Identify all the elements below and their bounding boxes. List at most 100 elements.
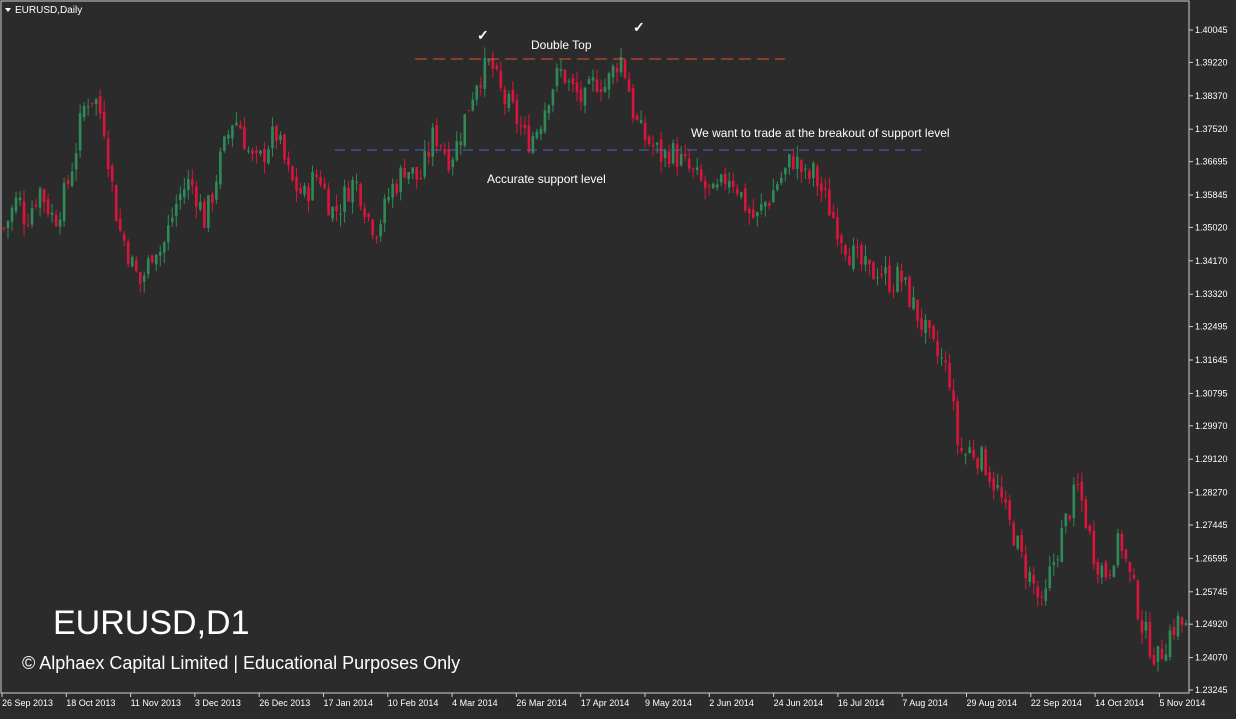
candle-body <box>387 197 390 201</box>
candle-body <box>1060 528 1064 562</box>
candle-body <box>559 69 563 71</box>
time-tick-label: 10 Feb 2014 <box>388 698 439 708</box>
time-tick-label: 24 Jun 2014 <box>774 698 824 708</box>
candle-body <box>603 86 607 92</box>
candle-body <box>976 458 979 469</box>
candle-body <box>747 208 751 214</box>
breakout-label: We want to trade at the breakout of supp… <box>691 126 950 140</box>
candle-body <box>94 99 98 104</box>
candle-body <box>74 153 78 170</box>
candle-body <box>447 149 451 171</box>
candle-body <box>880 274 883 276</box>
time-tick-label: 26 Mar 2014 <box>516 698 567 708</box>
candle-body <box>435 125 439 147</box>
candle-body <box>551 89 555 106</box>
time-tick-label: 16 Jul 2014 <box>838 698 885 708</box>
candle-body <box>479 85 483 88</box>
candle-body <box>1100 565 1104 578</box>
candle-body <box>796 156 799 169</box>
candle-body <box>363 208 366 217</box>
candle-body <box>928 320 931 329</box>
candle-body <box>439 145 443 147</box>
price-tick-label: 1.40045 <box>1195 25 1228 35</box>
candle-body <box>691 168 695 170</box>
candle-body <box>519 125 523 127</box>
candle-body <box>731 180 735 187</box>
candle-body <box>199 201 202 210</box>
candle-body <box>247 150 250 152</box>
candle-body <box>10 208 14 222</box>
candle-body <box>816 166 819 186</box>
candle-body <box>491 58 495 69</box>
candle-body <box>183 189 186 198</box>
candle-body <box>884 267 887 274</box>
candle-body <box>271 126 274 149</box>
price-tick-label: 1.38370 <box>1195 91 1228 101</box>
candle-body <box>804 168 807 170</box>
candle-body <box>1068 515 1072 519</box>
candle-body <box>844 245 847 256</box>
candle-body <box>772 190 775 203</box>
candle-body <box>1012 522 1016 546</box>
candle-body <box>195 186 198 207</box>
symbol-watermark: EURUSD,D1 <box>53 604 249 642</box>
candle-body <box>403 167 406 178</box>
candle-body <box>38 188 42 208</box>
candle-body <box>323 183 326 189</box>
candle-body <box>852 245 855 269</box>
price-tick-label: 1.29120 <box>1195 454 1228 464</box>
candle-body <box>114 185 118 222</box>
check-mark-icon: ✓ <box>477 27 489 43</box>
candle-body <box>98 96 102 114</box>
candle-body <box>1048 566 1052 589</box>
candle-body <box>70 171 74 187</box>
candle-body <box>419 177 423 180</box>
candle-body <box>263 148 266 162</box>
candle-body <box>860 244 863 265</box>
chart-menu-icon[interactable] <box>5 8 11 12</box>
candle-body <box>146 258 150 275</box>
candle-body <box>735 188 739 194</box>
candle-body <box>784 168 787 175</box>
candle-body <box>647 136 651 145</box>
candle-body <box>751 209 755 218</box>
candle-body <box>423 151 427 177</box>
candle-body <box>174 203 178 217</box>
candle-body <box>767 203 771 206</box>
candle-body <box>122 234 126 241</box>
candle-body <box>1176 615 1180 637</box>
candle-body <box>792 156 795 169</box>
candle-body <box>110 166 114 182</box>
candle-body <box>743 188 747 211</box>
candle-body <box>18 197 22 201</box>
candle-body <box>683 154 687 157</box>
candle-body <box>924 319 927 334</box>
candle-body <box>960 447 963 451</box>
time-tick-label: 26 Dec 2013 <box>259 698 310 708</box>
candle-body <box>663 150 667 159</box>
candle-body <box>655 142 659 145</box>
candle-body <box>130 257 134 267</box>
candle-body <box>667 151 671 164</box>
candle-body <box>299 188 302 194</box>
candle-body <box>331 207 334 219</box>
candle-body <box>1128 562 1132 572</box>
support-level-label: Accurate support level <box>487 172 606 186</box>
candle-body <box>980 446 983 471</box>
candle-body <box>42 189 46 203</box>
candle-body <box>523 124 527 129</box>
candle-body <box>812 162 815 179</box>
candle-body <box>972 449 975 458</box>
candle-body <box>824 188 827 190</box>
price-tick-label: 1.32495 <box>1195 322 1228 332</box>
candle-body <box>211 194 214 203</box>
candle-body <box>892 290 895 292</box>
candle-body <box>359 183 362 207</box>
time-tick-label: 17 Jan 2014 <box>324 698 374 708</box>
candle-body <box>1112 565 1116 578</box>
candle-body <box>54 215 58 227</box>
candle-body <box>1036 586 1040 598</box>
candle-body <box>227 134 230 139</box>
